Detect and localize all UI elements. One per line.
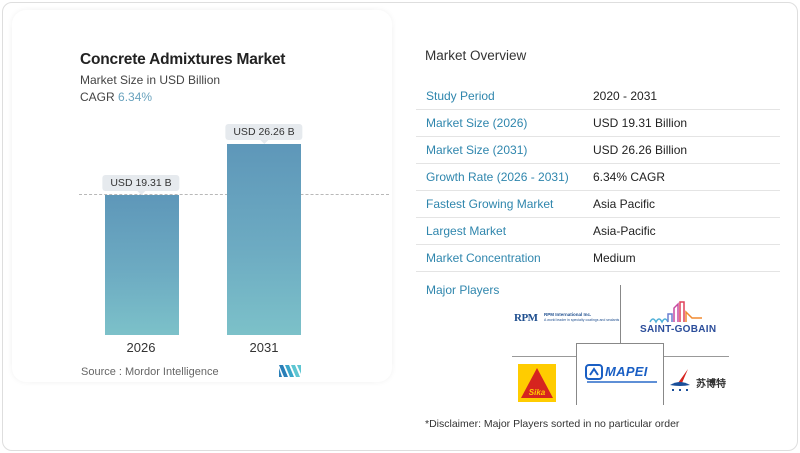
sika-triangle-icon: Sika bbox=[521, 368, 553, 398]
rpm-name: RPM International Inc. bbox=[544, 312, 592, 317]
x-tick-2031: 2031 bbox=[249, 340, 279, 355]
overview-row-fastest-growing: Fastest Growing Market Asia Pacific bbox=[416, 191, 780, 218]
row-value: Asia Pacific bbox=[593, 197, 656, 211]
overview-row-concentration: Market Concentration Medium bbox=[416, 245, 780, 272]
chart-card bbox=[12, 10, 392, 382]
sbt-wordmark: 苏博特 bbox=[696, 379, 726, 390]
overview-row-largest-market: Largest Market Asia-Pacific bbox=[416, 218, 780, 245]
bar-2026-label: USD 19.31 B bbox=[102, 175, 180, 195]
svg-text:Sika: Sika bbox=[529, 388, 546, 397]
saint-gobain-logo: SAINT-GOBAIN bbox=[638, 300, 724, 338]
row-key: Market Concentration bbox=[426, 251, 541, 265]
row-value: 6.34% CAGR bbox=[593, 170, 666, 184]
chart-cagr: CAGR 6.34% bbox=[80, 90, 152, 104]
mordor-intelligence-logo-icon bbox=[279, 365, 301, 377]
row-key: Market Size (2031) bbox=[426, 143, 528, 157]
sika-logo: Sika bbox=[518, 364, 556, 402]
bar-2031 bbox=[227, 144, 301, 335]
row-key: Fastest Growing Market bbox=[426, 197, 554, 211]
mapei-wordmark: MAPEI bbox=[605, 364, 648, 379]
market-overview-title: Market Overview bbox=[425, 48, 527, 63]
chart-title: Concrete Admixtures Market bbox=[80, 51, 286, 68]
mapei-tagline bbox=[587, 381, 657, 383]
cagr-value: 6.34% bbox=[118, 90, 153, 104]
cagr-label: CAGR bbox=[80, 90, 115, 104]
overview-row-growth-rate: Growth Rate (2026 - 2031) 6.34% CAGR bbox=[416, 164, 780, 191]
row-value: 2020 - 2031 bbox=[593, 89, 658, 103]
players-grid-divider bbox=[664, 356, 729, 357]
market-overview-table: Study Period 2020 - 2031 Market Size (20… bbox=[416, 83, 780, 272]
saint-gobain-wordmark: SAINT-GOBAIN bbox=[640, 324, 717, 335]
row-key: Largest Market bbox=[426, 224, 507, 238]
overview-row-study-period: Study Period 2020 - 2031 bbox=[416, 83, 780, 110]
row-value: USD 19.31 Billion bbox=[593, 116, 688, 130]
players-grid-divider bbox=[512, 356, 576, 357]
row-value: Asia-Pacific bbox=[593, 224, 656, 238]
row-key: Study Period bbox=[426, 89, 495, 103]
major-players-title: Major Players bbox=[426, 283, 500, 297]
overview-row-market-size-2026: Market Size (2026) USD 19.31 Billion bbox=[416, 110, 780, 137]
sbt-logo: 苏博特 bbox=[668, 369, 728, 395]
row-value: Medium bbox=[593, 251, 636, 265]
saint-gobain-skyline-icon bbox=[649, 301, 702, 324]
row-key: Market Size (2026) bbox=[426, 116, 528, 130]
players-grid-divider bbox=[620, 285, 621, 343]
source-text: Source : Mordor Intelligence bbox=[81, 366, 219, 378]
bar-2031-label: USD 26.26 B bbox=[225, 124, 303, 144]
rpm-tagline: A world leader in specialty coatings and… bbox=[544, 318, 620, 322]
bar-2026 bbox=[105, 195, 179, 335]
overview-row-market-size-2031: Market Size (2031) USD 26.26 Billion bbox=[416, 137, 780, 164]
disclaimer-text: *Disclaimer: Major Players sorted in no … bbox=[425, 418, 680, 430]
x-tick-2026: 2026 bbox=[126, 340, 156, 355]
sbt-emblem-icon bbox=[670, 369, 690, 391]
rpm-logo: RPM RPM International Inc. A world leade… bbox=[512, 311, 620, 327]
row-key: Growth Rate (2026 - 2031) bbox=[426, 170, 569, 184]
row-value: USD 26.26 Billion bbox=[593, 143, 688, 157]
mapei-logo: MAPEI bbox=[583, 362, 659, 390]
mapei-emblem-icon bbox=[585, 364, 603, 380]
rpm-mark: RPM bbox=[514, 312, 538, 324]
chart-subtitle: Market Size in USD Billion bbox=[80, 73, 221, 87]
